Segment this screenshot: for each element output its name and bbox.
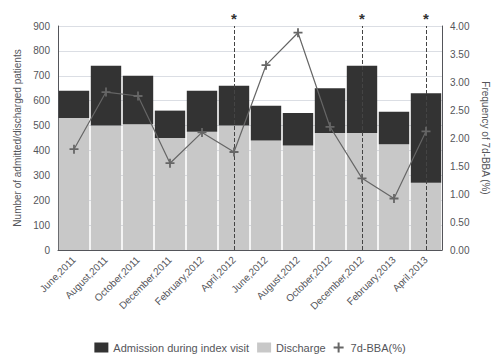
- svg-text:*: *: [231, 10, 237, 27]
- svg-text:June,2011: June,2011: [37, 254, 78, 295]
- svg-text:*: *: [359, 10, 365, 27]
- svg-text:800: 800: [33, 45, 50, 56]
- svg-text:Admission during index visit: Admission during index visit: [113, 342, 249, 354]
- svg-text:3.00: 3.00: [450, 77, 470, 88]
- svg-text:1.00: 1.00: [450, 189, 470, 200]
- svg-text:October,2012: October,2012: [283, 254, 334, 305]
- svg-text:August,2012: August,2012: [254, 254, 302, 302]
- svg-text:900: 900: [33, 21, 50, 32]
- svg-text:February,2012: February,2012: [153, 254, 206, 307]
- svg-text:3.50: 3.50: [450, 49, 470, 60]
- svg-text:200: 200: [33, 195, 50, 206]
- svg-text:400: 400: [33, 145, 50, 156]
- svg-text:700: 700: [33, 70, 50, 81]
- svg-text:0.50: 0.50: [450, 217, 470, 228]
- svg-text:Number of admitted/discharged: Number of admitted/discharged patients: [12, 49, 23, 226]
- svg-text:Frequency of 7d-BBA (%): Frequency of 7d-BBA (%): [480, 81, 491, 194]
- svg-text:2.50: 2.50: [450, 105, 470, 116]
- svg-text:*: *: [423, 10, 429, 27]
- svg-text:December,2012: December,2012: [308, 254, 366, 312]
- svg-text:2.00: 2.00: [450, 133, 470, 144]
- svg-text:April,2012: April,2012: [198, 254, 238, 294]
- svg-text:February,2013: February,2013: [345, 254, 398, 307]
- svg-text:April,2013: April,2013: [390, 254, 430, 294]
- svg-text:100: 100: [33, 220, 50, 231]
- svg-text:0.00: 0.00: [450, 245, 470, 256]
- svg-text:0: 0: [44, 245, 50, 256]
- svg-text:Discharge: Discharge: [276, 342, 326, 354]
- svg-text:600: 600: [33, 95, 50, 106]
- svg-text:August,2011: August,2011: [63, 254, 110, 301]
- svg-text:500: 500: [33, 120, 50, 131]
- svg-text:1.50: 1.50: [450, 161, 470, 172]
- svg-text:7d-BBA(%): 7d-BBA(%): [351, 342, 406, 354]
- svg-text:300: 300: [33, 170, 50, 181]
- svg-text:December,2011: December,2011: [117, 254, 174, 311]
- svg-text:October,2011: October,2011: [92, 254, 142, 304]
- svg-text:4.00: 4.00: [450, 21, 470, 32]
- svg-text:June,2012: June,2012: [229, 254, 270, 295]
